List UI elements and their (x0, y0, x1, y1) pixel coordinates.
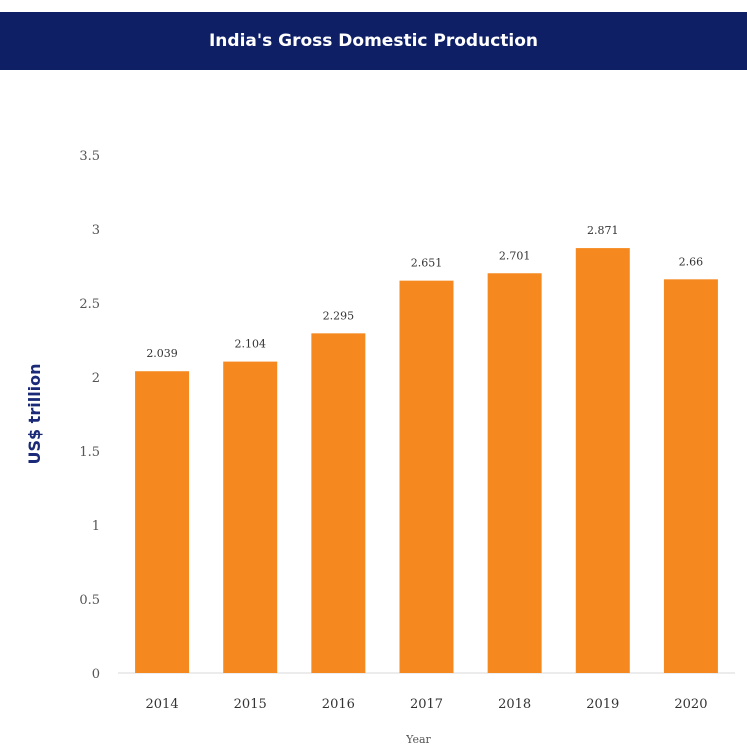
y-axis-label: US$ trillion (25, 363, 44, 464)
data-label: 2.701 (499, 249, 531, 262)
bar (135, 371, 190, 673)
bar (487, 273, 542, 673)
y-tick-label: 2.5 (79, 297, 100, 312)
bar (663, 279, 718, 673)
data-label: 2.039 (146, 347, 178, 360)
data-label: 2.871 (587, 224, 619, 237)
data-label: 2.651 (411, 257, 443, 270)
x-tick-label: 2020 (674, 697, 707, 712)
bar (575, 248, 630, 674)
x-tick-label: 2019 (586, 697, 619, 712)
y-tick-label: 1 (92, 519, 100, 534)
y-tick-label: 3 (92, 223, 100, 238)
bar (311, 333, 366, 673)
x-tick-label: 2014 (146, 697, 179, 712)
y-tick-label: 0 (92, 667, 100, 682)
x-tick-label: 2016 (322, 697, 355, 712)
data-label: 2.295 (323, 309, 355, 322)
chart-title: India's Gross Domestic Production (208, 31, 539, 51)
bar (223, 361, 278, 673)
chart-title-bar: India's Gross Domestic Production (0, 12, 747, 70)
x-axis-label: Year (405, 733, 431, 746)
y-tick-label: 0.5 (79, 593, 100, 608)
y-tick-label: 2 (92, 371, 100, 386)
x-tick-label: 2015 (234, 697, 267, 712)
x-tick-label: 2017 (410, 697, 443, 712)
y-tick-label: 1.5 (79, 445, 100, 460)
y-tick-label: 3.5 (79, 149, 100, 164)
data-label: 2.104 (234, 338, 266, 351)
bar (399, 280, 454, 673)
x-tick-label: 2018 (498, 697, 531, 712)
data-label: 2.66 (679, 255, 704, 268)
